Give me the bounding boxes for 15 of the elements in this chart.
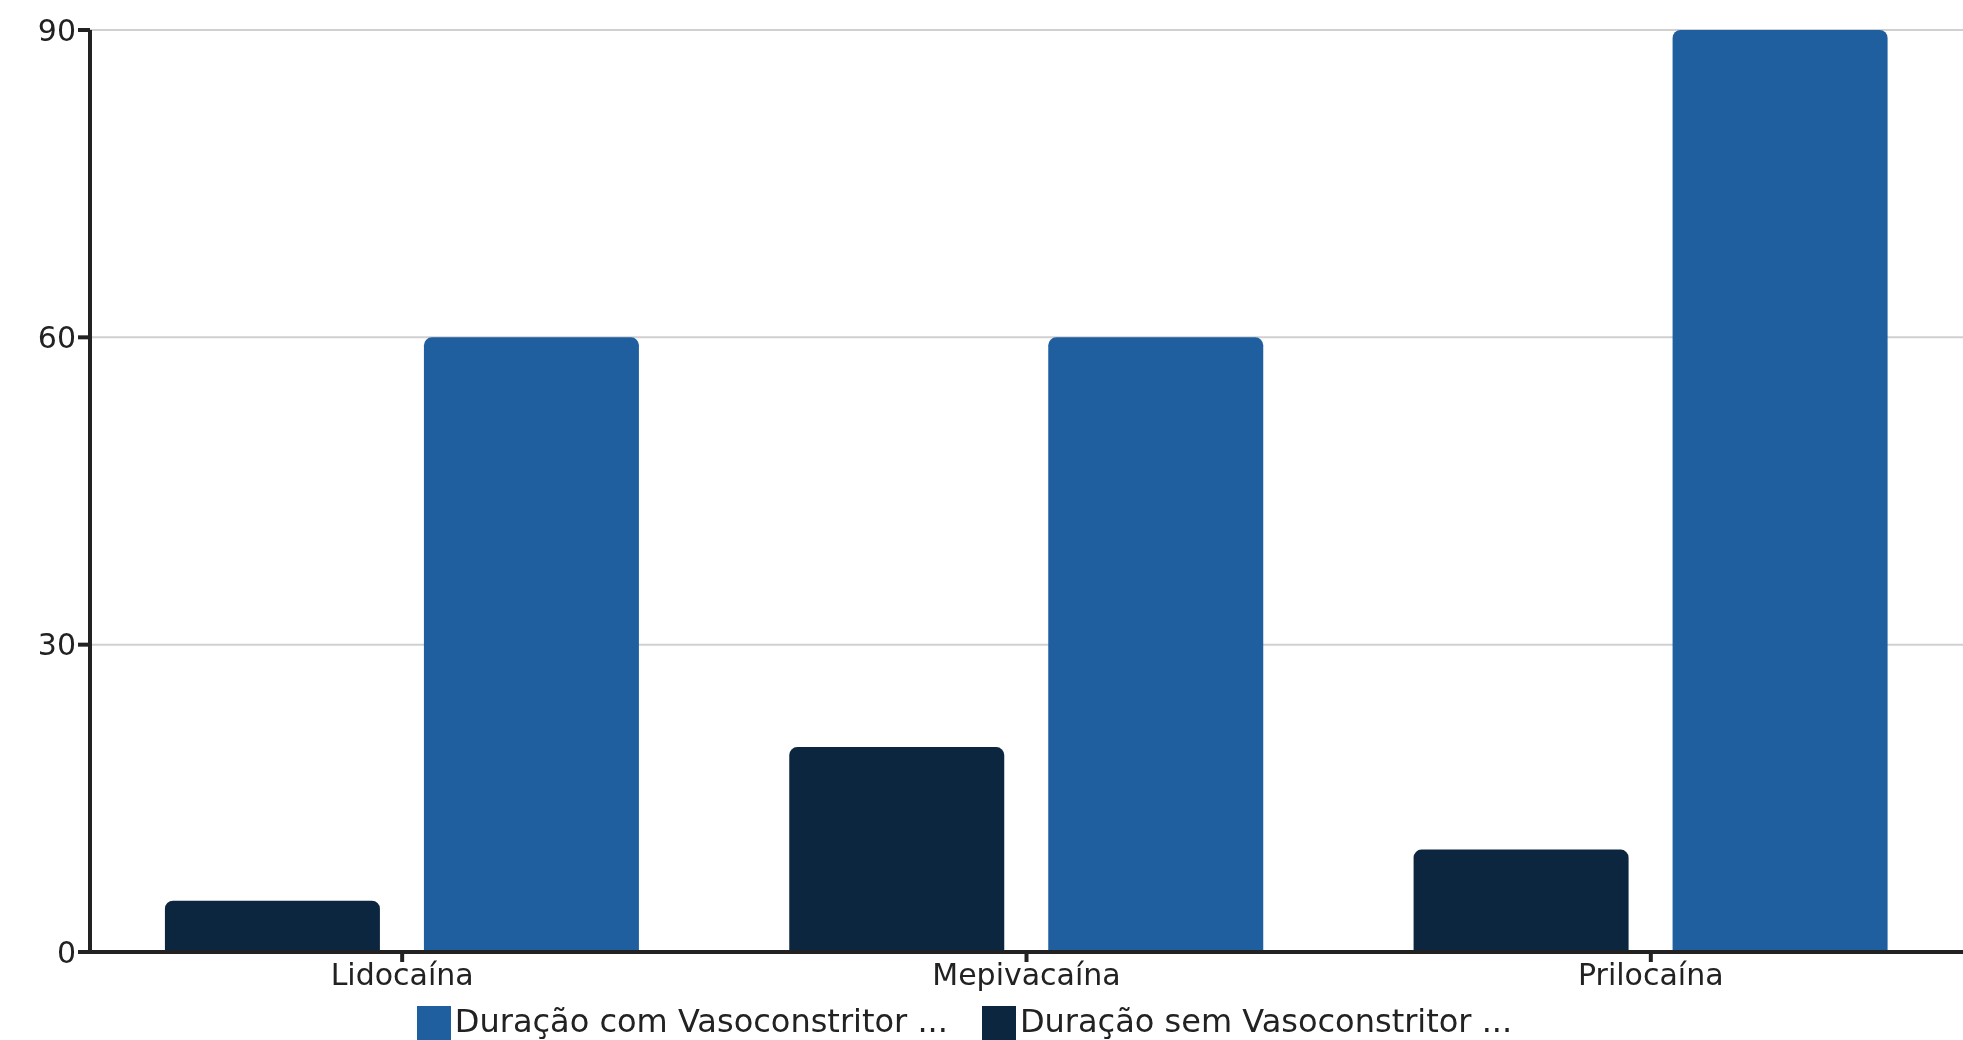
- y-tick-label: 0: [56, 934, 76, 970]
- bar: [1413, 849, 1629, 952]
- bar: [789, 747, 1005, 952]
- x-tick-label: Prilocaína: [1578, 957, 1724, 993]
- y-tick-label: 30: [37, 627, 76, 663]
- bar: [164, 900, 380, 952]
- legend-label: Duração com Vasoconstritor ...: [454, 1002, 948, 1040]
- legend-label: Duração sem Vasoconstritor ...: [1019, 1002, 1513, 1040]
- bar: [423, 337, 639, 952]
- bar: [1048, 337, 1264, 952]
- x-tick-label: Lidocaína: [330, 957, 474, 993]
- x-tick-label: Mepivacaína: [932, 957, 1121, 993]
- bar: [1672, 30, 1888, 952]
- y-tick-label: 60: [37, 319, 76, 355]
- y-tick-label: 90: [37, 12, 76, 48]
